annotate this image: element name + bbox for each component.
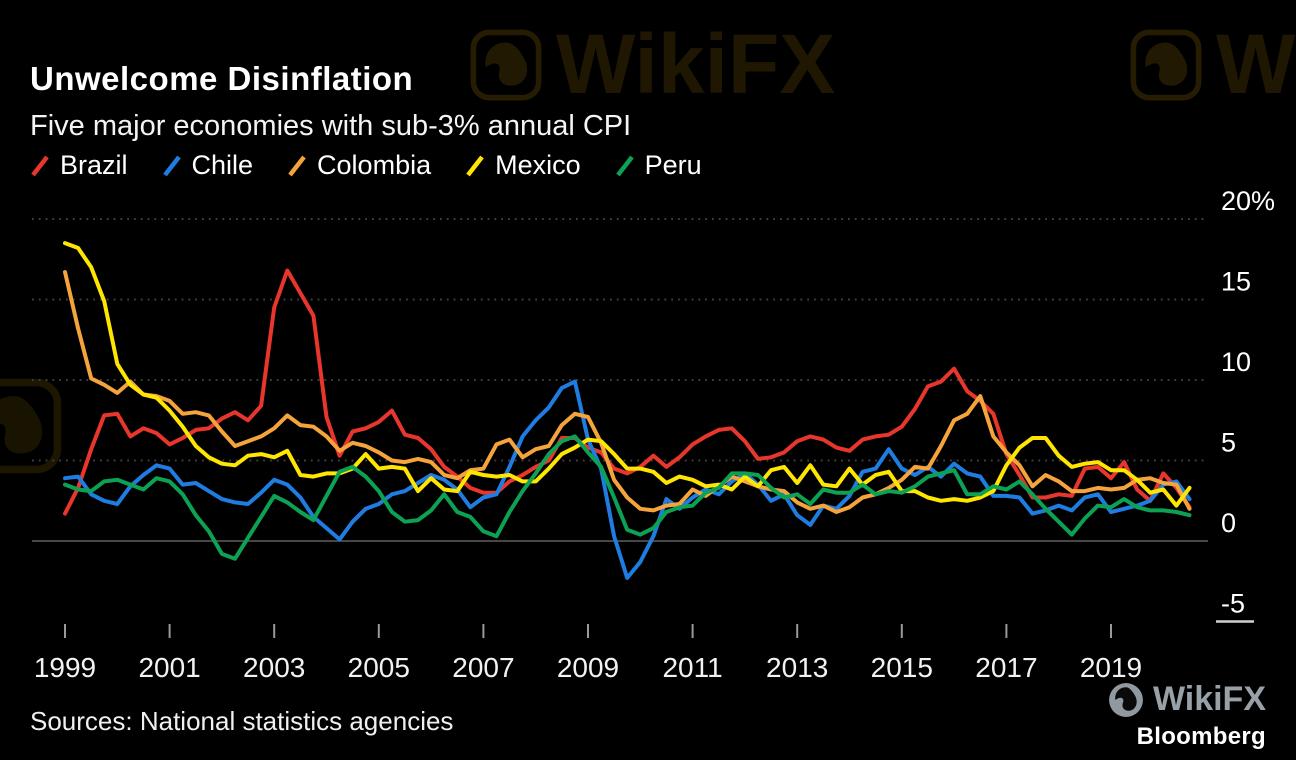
legend-label: Colombia bbox=[317, 150, 432, 180]
x-tick-label: 2015 bbox=[871, 652, 933, 683]
series-line-chile bbox=[63, 379, 1192, 580]
y-tick-label: 20% bbox=[1221, 186, 1275, 216]
x-tick-label: 2009 bbox=[557, 652, 619, 683]
series-lines bbox=[63, 241, 1192, 580]
x-tick-label: 2011 bbox=[662, 652, 722, 683]
legend-item-colombia: Colombia bbox=[287, 150, 431, 181]
brand-block: WikiFX Bloomberg bbox=[1108, 680, 1266, 751]
chart-subtitle: Five major economies with sub-3% annual … bbox=[30, 110, 632, 143]
x-tick-label: 2005 bbox=[348, 652, 410, 683]
y-tick-label: 15 bbox=[1221, 267, 1251, 297]
y-tick-label: 5 bbox=[1221, 428, 1236, 458]
chart-title: Unwelcome Disinflation bbox=[30, 60, 414, 98]
x-tick-label: 2003 bbox=[243, 652, 305, 683]
series-line-colombia bbox=[63, 270, 1192, 514]
legend-item-peru: Peru bbox=[615, 150, 702, 181]
legend-item-brazil: Brazil bbox=[30, 150, 128, 181]
wikifx-bird-icon bbox=[1109, 682, 1143, 717]
series-line-peru bbox=[63, 434, 1192, 561]
y-tick-label: -5 bbox=[1221, 589, 1245, 619]
wikifx-logo: WikiFX bbox=[1108, 680, 1266, 719]
wikifx-logo-text: WikiFX bbox=[1152, 680, 1266, 718]
y-tick-label: 10 bbox=[1221, 347, 1251, 377]
legend-slash-icon bbox=[162, 155, 181, 176]
legend-label: Chile bbox=[191, 150, 254, 180]
x-tick-label: 2017 bbox=[975, 652, 1037, 683]
legend-item-chile: Chile bbox=[162, 150, 254, 181]
y-axis-labels: 20% 15 10 5 0 -5 bbox=[1221, 186, 1275, 619]
legend-label: Brazil bbox=[60, 150, 128, 180]
x-tick-label: 1999 bbox=[34, 652, 96, 683]
legend-slash-icon bbox=[615, 155, 634, 176]
chart-legend: Brazil Chile Colombia Mexico Peru bbox=[30, 150, 702, 181]
sources-note: Sources: National statistics agencies bbox=[30, 706, 454, 736]
series-line-brazil bbox=[63, 268, 1192, 516]
x-tick-label: 2013 bbox=[766, 652, 828, 683]
legend-slash-icon bbox=[288, 155, 306, 176]
x-axis-labels: 1999 2001 2003 2005 2007 2009 2011 2013 2015 2017… bbox=[34, 652, 1142, 683]
x-tick-label: 2001 bbox=[138, 652, 200, 683]
legend-label: Peru bbox=[644, 150, 702, 180]
bloomberg-logo: Bloomberg bbox=[1136, 723, 1266, 750]
x-tick-label: 2019 bbox=[1080, 652, 1142, 683]
legend-label: Mexico bbox=[495, 150, 581, 180]
legend-slash-icon bbox=[466, 155, 484, 176]
x-tick-label: 2007 bbox=[452, 652, 514, 683]
legend-slash-icon bbox=[31, 155, 49, 176]
legend-item-mexico: Mexico bbox=[465, 150, 581, 181]
x-axis-ticks bbox=[64, 624, 1112, 638]
y-tick-label: 0 bbox=[1221, 508, 1236, 538]
series-line-mexico bbox=[63, 241, 1192, 508]
